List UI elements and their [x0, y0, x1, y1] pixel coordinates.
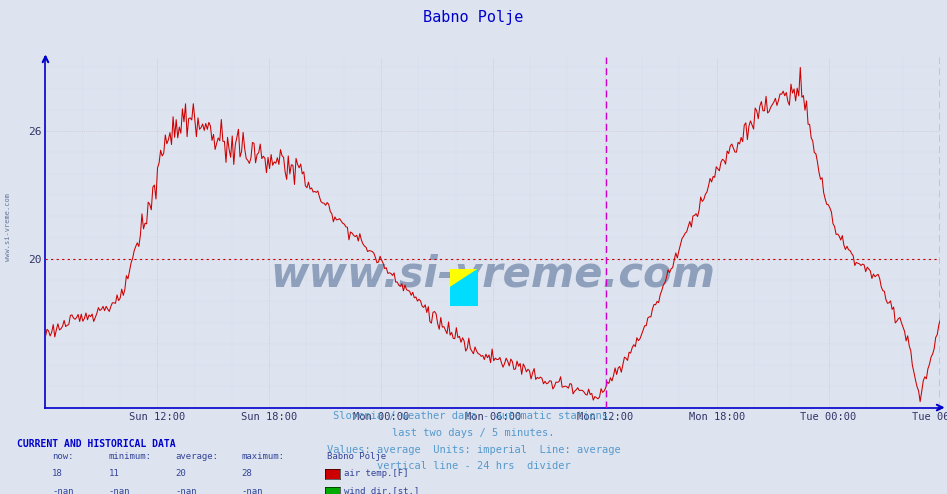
Text: Babno Polje: Babno Polje [327, 453, 385, 461]
Text: -nan: -nan [175, 487, 197, 494]
Text: -nan: -nan [52, 487, 74, 494]
Text: Babno Polje: Babno Polje [423, 10, 524, 25]
Text: 20: 20 [175, 469, 186, 478]
Text: Values: average  Units: imperial  Line: average: Values: average Units: imperial Line: av… [327, 445, 620, 454]
Text: www.si-vreme.com: www.si-vreme.com [5, 193, 10, 261]
Polygon shape [450, 269, 478, 288]
Text: www.si-vreme.com: www.si-vreme.com [271, 253, 715, 295]
Text: minimum:: minimum: [109, 453, 152, 461]
Text: 18: 18 [52, 469, 63, 478]
Text: air temp.[F]: air temp.[F] [344, 469, 408, 478]
Text: 28: 28 [241, 469, 252, 478]
Text: -nan: -nan [241, 487, 263, 494]
Text: average:: average: [175, 453, 218, 461]
Text: vertical line - 24 hrs  divider: vertical line - 24 hrs divider [377, 461, 570, 471]
Polygon shape [450, 269, 478, 306]
Text: -nan: -nan [109, 487, 131, 494]
Text: wind dir.[st.]: wind dir.[st.] [344, 487, 419, 494]
Text: last two days / 5 minutes.: last two days / 5 minutes. [392, 428, 555, 438]
Text: 11: 11 [109, 469, 119, 478]
Text: now:: now: [52, 453, 74, 461]
Text: Slovenia / weather data - automatic stations.: Slovenia / weather data - automatic stat… [333, 411, 614, 421]
Polygon shape [450, 269, 478, 288]
Text: CURRENT AND HISTORICAL DATA: CURRENT AND HISTORICAL DATA [17, 439, 176, 449]
Text: maximum:: maximum: [241, 453, 284, 461]
